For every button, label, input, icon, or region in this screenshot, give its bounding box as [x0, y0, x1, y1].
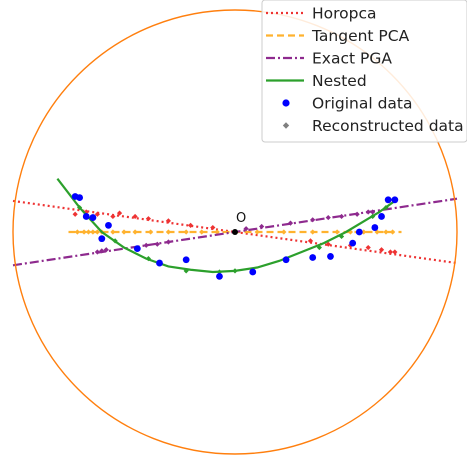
exact-pga-reconstructed-point	[259, 223, 265, 230]
horopca-reconstructed-point	[110, 213, 116, 220]
original-data-point	[156, 259, 163, 267]
legend-swatch-reconstructed-data	[282, 122, 290, 129]
exact-pga-reconstructed-point	[165, 239, 171, 245]
nested-reconstructed-point	[316, 244, 322, 251]
horopca-reconstructed-point	[392, 249, 398, 255]
origin-label: O	[236, 211, 246, 226]
horopca-reconstructed-point	[165, 218, 171, 224]
tangent-pca-reconstructed-point	[74, 229, 80, 235]
horopca-reconstructed-point	[145, 216, 152, 222]
nested-reconstructed-point	[338, 233, 345, 240]
nested-reconstructed-point	[77, 204, 83, 211]
original-data-point	[391, 196, 399, 204]
horopca-reconstructed-point	[307, 238, 314, 244]
original-data-point	[371, 224, 379, 231]
exact-pga-reconstructed-point	[287, 220, 294, 226]
original-data-point	[105, 221, 112, 229]
horopca-reconstructed-point	[132, 213, 138, 220]
nested-reconstructed-point	[383, 204, 389, 211]
nested-reconstructed-point	[232, 268, 238, 274]
exact-pga-reconstructed-point	[365, 209, 371, 215]
tangent-pca-reconstructed-point	[110, 229, 116, 235]
horopca-reconstructed-point	[116, 210, 123, 216]
nested-reconstructed-point	[183, 268, 189, 274]
legend-frame	[261, 0, 467, 143]
tangent-pca-reconstructed-point	[132, 229, 138, 235]
tangent-pca-reconstructed-point	[183, 229, 189, 235]
original-data-point	[384, 196, 392, 204]
exact-pga-reconstructed-point	[154, 241, 160, 247]
tangent-pca-reconstructed-point	[254, 229, 260, 235]
exact-pga-reconstructed-point	[243, 226, 249, 232]
tangent-pca-reconstructed-point	[121, 229, 127, 235]
tangent-pca-reconstructed-point	[214, 229, 220, 235]
original-data-point	[216, 273, 223, 280]
original-data-point	[182, 256, 190, 264]
legend-label-exact-pga: Exact PGA	[312, 50, 392, 68]
legend: Horopca Tangent PCA Exact PGA Nested Origina…	[261, 0, 467, 143]
original-data-point	[355, 228, 363, 236]
horopca-reconstructed-point	[72, 211, 78, 217]
horopca-reconstructed-point	[325, 241, 331, 247]
tangent-pca-reconstructed-point	[390, 229, 396, 235]
tangent-pca-reconstructed-point	[81, 229, 87, 235]
tangent-pca-reconstructed-point	[334, 229, 340, 235]
horopca-reconstructed-point	[365, 244, 371, 251]
horopca-series	[12, 199, 458, 265]
original-data-point	[133, 245, 141, 253]
legend-label-tangent-pca: Tangent PCA	[311, 27, 410, 45]
tangent-pca-reconstructed-point	[94, 229, 100, 235]
exact-pga-reconstructed-point	[94, 249, 100, 255]
horopca-reconstructed-point	[378, 247, 385, 253]
original-data-point	[76, 194, 83, 201]
exact-pga-reconstructed-point	[354, 211, 360, 217]
tangent-pca-reconstructed-point	[165, 229, 171, 235]
nested-series	[56, 178, 396, 275]
exact-pga-reconstructed-point	[310, 217, 316, 223]
tangent-pca-reconstructed-point	[383, 229, 389, 235]
original-data-point	[327, 253, 334, 260]
legend-label-original-data: Original data	[312, 95, 413, 113]
original-data-point	[98, 235, 106, 243]
nested-reconstructed-point	[145, 256, 152, 262]
tangent-pca-reconstructed-point	[361, 229, 367, 235]
tangent-pca-reconstructed-point	[199, 229, 205, 235]
exact-pga-reconstructed-point	[338, 213, 345, 220]
exact-pga-reconstructed-point	[370, 209, 376, 215]
exact-pga-reconstructed-point	[103, 247, 109, 253]
original-data-point	[282, 256, 290, 264]
tangent-pca-reconstructed-point	[90, 229, 96, 235]
original-data-point	[309, 254, 317, 261]
original-data-point	[249, 268, 257, 276]
original-data-point	[378, 213, 385, 220]
horopca-reconstructed-point	[210, 224, 216, 231]
exact-pga-reconstructed-point	[325, 214, 331, 221]
horopca-reconstructed-point	[387, 249, 393, 255]
tangent-pca-reconstructed-point	[281, 229, 287, 235]
tangent-pca-reconstructed-point	[85, 229, 92, 235]
nested-reconstructed-point	[216, 269, 223, 275]
legend-label-horopca: Horopca	[312, 5, 377, 23]
horopca-reconstructed-point	[94, 211, 100, 217]
original-data-point	[349, 239, 357, 247]
exact-pga-reconstructed-point	[143, 242, 149, 248]
nested-reconstructed-point	[112, 238, 118, 244]
original-data-point	[82, 213, 90, 220]
exact-pga-reconstructed-point	[99, 248, 105, 254]
tangent-pca-reconstructed-point	[148, 229, 154, 235]
disk-boundary	[12, 9, 458, 455]
original-data-point	[89, 214, 97, 221]
original-data-series	[71, 193, 399, 280]
nested-reconstructed-point	[370, 213, 376, 220]
horopca-reconstructed-point	[188, 222, 194, 228]
legend-label-nested: Nested	[312, 72, 367, 90]
tangent-pca-reconstructed-point	[310, 229, 316, 235]
legend-label-reconstructed-data: Reconstructed data	[312, 117, 464, 135]
origin-marker	[232, 229, 238, 235]
legend-swatch-original-data	[282, 99, 290, 107]
